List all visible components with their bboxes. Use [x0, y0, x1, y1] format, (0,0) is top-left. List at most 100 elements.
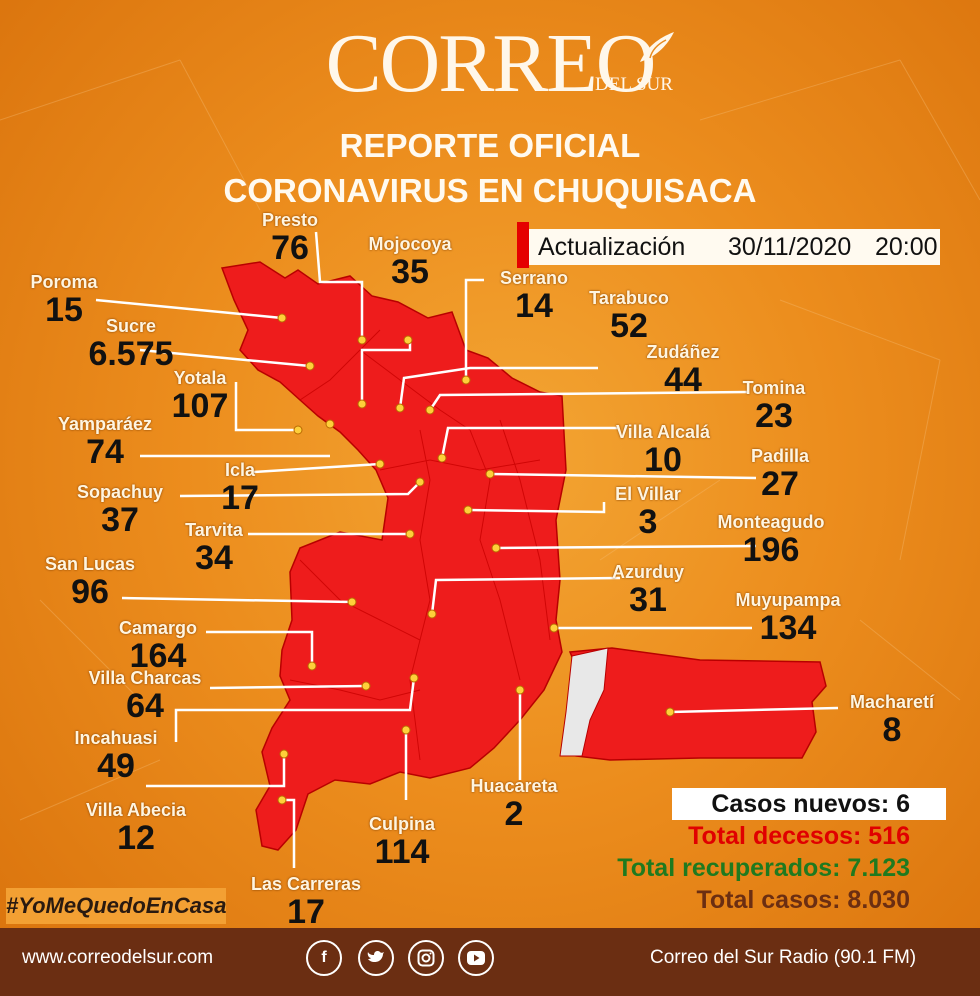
place-count: 2	[504, 795, 524, 833]
place-count: 12	[117, 819, 155, 857]
place-name: Incahuasi	[74, 728, 158, 748]
place-padilla: Padilla 27	[730, 446, 830, 501]
place-count: 23	[755, 397, 793, 435]
place-icla: Icla 17	[200, 460, 280, 515]
place-name: San Lucas	[44, 554, 136, 574]
place-tomina: Tomina 23	[726, 378, 822, 433]
place-name: Las Carreras	[250, 874, 362, 894]
place-count: 27	[761, 465, 799, 503]
place-presto: Presto 76	[250, 210, 330, 265]
place-sopachuy: Sopachuy 37	[60, 482, 180, 537]
place-villa-charcas: Villa Charcas 64	[72, 668, 218, 723]
stats-panel: Casos nuevos: 6 Total decesos: 516 Total…	[617, 788, 946, 920]
place-count: 35	[391, 253, 429, 291]
stats-highlight	[672, 788, 946, 820]
place-name: Sopachuy	[76, 482, 164, 502]
place-count: 3	[638, 503, 658, 541]
place-incahuasi: Incahuasi 49	[58, 728, 174, 783]
place-count: 196	[742, 531, 800, 569]
place-count: 49	[97, 747, 135, 785]
place-name: Padilla	[750, 446, 810, 466]
update-marker	[517, 222, 529, 268]
place-count: 34	[195, 539, 233, 577]
place-count: 134	[759, 609, 817, 647]
place-name: Tarvita	[185, 520, 243, 540]
place-count: 107	[171, 387, 229, 425]
map-white-gap	[559, 647, 609, 757]
stat-recovered: Total recuperados: 7.123	[617, 854, 910, 882]
place-name: Macharetí	[849, 692, 935, 712]
place-count: 37	[101, 501, 139, 539]
place-sucre: Sucre 6.575	[56, 316, 206, 371]
place-count: 17	[287, 893, 325, 931]
place-poroma: Poroma 15	[16, 272, 112, 327]
brand-logo: CORREO	[325, 17, 657, 110]
place-yamparaez: Yamparáez 74	[40, 414, 170, 469]
stat-total: Total casos: 8.030	[696, 886, 910, 914]
place-name: Villa Charcas	[88, 668, 202, 688]
place-machareti: Macharetí 8	[834, 692, 950, 747]
place-count: 96	[71, 573, 109, 611]
place-zudanez: Zudáñez 44	[628, 342, 738, 397]
place-name: Culpina	[369, 814, 435, 834]
place-count: 17	[221, 479, 259, 517]
place-name: Sucre	[105, 316, 157, 336]
facebook-icon[interactable]: f	[306, 940, 342, 976]
place-name: Azurduy	[612, 562, 684, 582]
footer-website-link[interactable]: www.correodelsur.com	[22, 947, 214, 968]
update-date: 30/11/2020	[728, 233, 852, 261]
place-count: 15	[45, 291, 83, 329]
place-monteagudo: Monteagudo 196	[706, 512, 836, 567]
place-name: Yotala	[173, 368, 227, 388]
footer-radio: Correo del Sur Radio (90.1 FM)	[650, 947, 917, 968]
place-mojocoya: Mojocoya 35	[355, 234, 465, 289]
place-name: Tomina	[742, 378, 806, 398]
place-tarvita: Tarvita 34	[164, 520, 264, 575]
update-label: Actualización	[538, 233, 686, 261]
place-count: 164	[129, 637, 187, 675]
place-villa-abecia: Villa Abecia 12	[66, 800, 206, 855]
place-count: 8	[882, 711, 902, 749]
place-name: Zudáñez	[646, 342, 720, 362]
place-count: 64	[126, 687, 164, 725]
youtube-icon[interactable]	[458, 940, 494, 976]
place-camargo: Camargo 164	[100, 618, 216, 673]
place-yotala: Yotala 107	[150, 368, 250, 423]
leaf-icon	[640, 32, 674, 62]
place-name: Huacareta	[470, 776, 558, 796]
report-subtitle: CORONAVIRUS EN CHUQUISACA	[223, 172, 757, 209]
place-name: Villa Alcalá	[615, 422, 711, 442]
stat-deaths: Total decesos: 516	[688, 822, 910, 850]
place-name: Villa Abecia	[85, 800, 187, 820]
place-culpina: Culpina 114	[344, 814, 460, 869]
place-name: Poroma	[30, 272, 98, 292]
place-las-carreras: Las Carreras 17	[236, 874, 376, 929]
place-count: 31	[629, 581, 667, 619]
place-count: 44	[664, 361, 702, 399]
update-bar	[517, 229, 940, 265]
place-name: Icla	[224, 460, 256, 480]
hashtag: #YoMeQuedoEnCasa	[6, 888, 226, 924]
twitter-icon[interactable]	[358, 940, 394, 976]
place-name: Serrano	[499, 268, 569, 288]
place-count: 74	[86, 433, 124, 471]
place-count: 6.575	[88, 335, 174, 373]
update-time: 20:00	[875, 233, 938, 261]
instagram-icon[interactable]	[408, 940, 444, 976]
place-muyupampa: Muyupampa 134	[718, 590, 858, 645]
report-title: REPORTE OFICIAL	[339, 127, 641, 164]
place-azurduy: Azurduy 31	[598, 562, 698, 617]
place-name: Tarabuco	[589, 288, 669, 308]
place-count: 76	[271, 229, 309, 267]
place-name: Presto	[261, 210, 319, 230]
map-region-north	[220, 261, 567, 851]
place-name: El Villar	[615, 484, 681, 504]
place-count: 14	[515, 287, 553, 325]
place-name: Muyupampa	[735, 590, 841, 610]
place-serrano: Serrano 14	[486, 268, 582, 323]
place-name: Camargo	[118, 618, 198, 638]
place-villa-alcala: Villa Alcalá 10	[598, 422, 728, 477]
